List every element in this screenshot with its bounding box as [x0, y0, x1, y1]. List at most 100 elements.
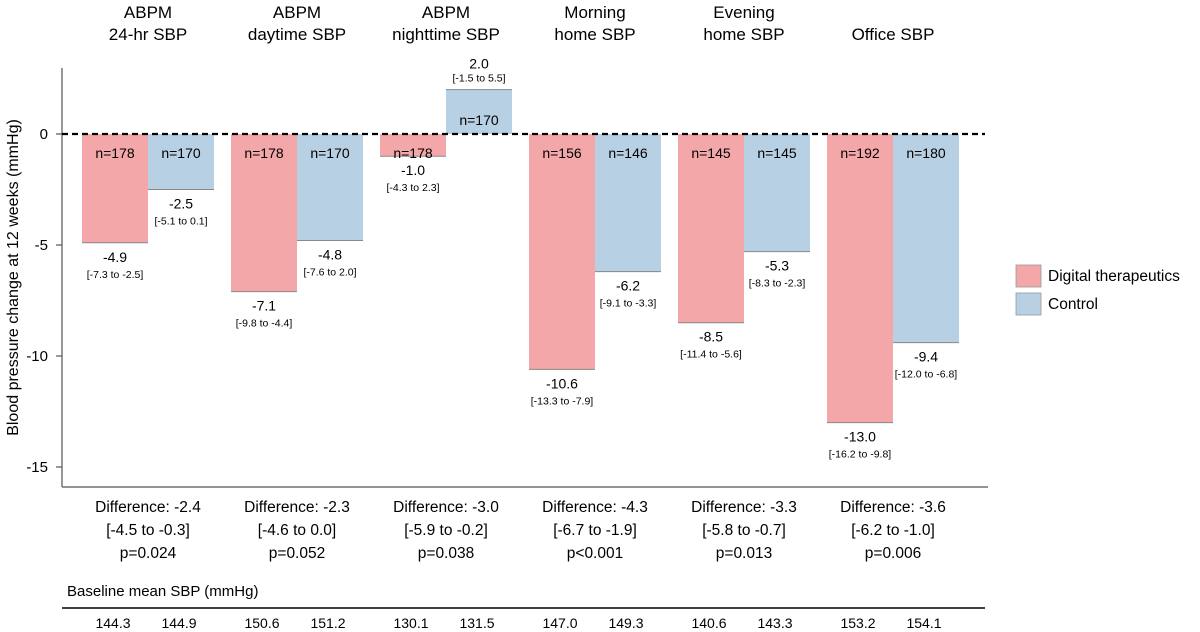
- n-label: n=145: [691, 145, 731, 161]
- difference-text: Difference: -4.3: [542, 499, 648, 516]
- group-title: ABPM: [422, 3, 470, 22]
- value-label: -10.6: [546, 375, 578, 391]
- n-label: n=146: [608, 145, 648, 161]
- difference-text: Difference: -2.4: [95, 499, 201, 516]
- n-label: n=180: [906, 145, 946, 161]
- baseline-value: 144.9: [161, 615, 196, 631]
- n-label: n=145: [757, 145, 797, 161]
- baseline-value: 144.3: [95, 615, 130, 631]
- bar-digital: [678, 134, 744, 323]
- difference-text: [-6.7 to -1.9]: [553, 522, 637, 539]
- y-tick-label: -15: [26, 459, 48, 476]
- value-label: 2.0: [469, 56, 489, 72]
- baseline-value: 154.1: [906, 615, 941, 631]
- difference-text: Difference: -3.0: [393, 499, 499, 516]
- difference-text: [-4.6 to 0.0]: [258, 522, 336, 539]
- baseline-value: 153.2: [840, 615, 875, 631]
- ci-label: [-12.0 to -6.8]: [895, 369, 958, 381]
- difference-text: [-5.8 to -0.7]: [702, 522, 786, 539]
- baseline-value: 130.1: [393, 615, 428, 631]
- ci-label: [-7.6 to 2.0]: [303, 267, 356, 279]
- ci-label: [-8.3 to -2.3]: [749, 278, 806, 290]
- value-label: -8.5: [699, 329, 723, 345]
- group-title: home SBP: [554, 25, 635, 44]
- difference-text: p<0.001: [567, 545, 623, 562]
- difference-text: [-4.5 to -0.3]: [106, 522, 190, 539]
- difference-text: [-6.2 to -1.0]: [851, 522, 935, 539]
- n-label: n=170: [161, 145, 201, 161]
- bar-control: [446, 89, 512, 134]
- difference-text: p=0.024: [120, 545, 177, 562]
- bar-digital: [529, 134, 595, 370]
- bar-digital: [82, 134, 148, 243]
- difference-text: Difference: -3.3: [691, 499, 797, 516]
- baseline-value: 147.0: [542, 615, 577, 631]
- baseline-value: 143.3: [757, 615, 792, 631]
- y-axis-title: Blood pressure change at 12 weeks (mmHg): [5, 119, 22, 436]
- n-label: n=178: [95, 145, 135, 161]
- group-title: 24-hr SBP: [109, 25, 187, 44]
- n-label: n=170: [310, 145, 350, 161]
- bar-digital: [827, 134, 893, 423]
- ci-label: [-7.3 to -2.5]: [87, 269, 144, 281]
- n-label: n=178: [244, 145, 284, 161]
- value-label: -2.5: [169, 196, 193, 212]
- n-label: n=156: [542, 145, 582, 161]
- legend-swatch-control: [1015, 292, 1042, 316]
- bar-control: [148, 134, 214, 190]
- bar-control: [893, 134, 959, 343]
- value-label: -4.8: [318, 247, 342, 263]
- ci-label: [-16.2 to -9.8]: [829, 449, 892, 461]
- difference-text: p=0.052: [269, 545, 325, 562]
- group-title: daytime SBP: [248, 25, 346, 44]
- value-label: -7.1: [252, 298, 276, 314]
- bar-control: [595, 134, 661, 272]
- difference-text: p=0.038: [418, 545, 474, 562]
- baseline-title: Baseline mean SBP (mmHg): [67, 583, 258, 600]
- group-title: Evening: [713, 3, 774, 22]
- y-tick-label: -10: [26, 348, 48, 365]
- bar-control: [744, 134, 810, 252]
- value-label: -9.4: [914, 349, 938, 365]
- value-label: -5.3: [765, 258, 789, 274]
- ci-label: [-4.3 to 2.3]: [386, 182, 439, 194]
- y-tick-label: 0: [40, 126, 48, 143]
- group-title: nighttime SBP: [392, 25, 500, 44]
- bar-digital: [231, 134, 297, 292]
- baseline-value: 131.5: [459, 615, 494, 631]
- group-title: ABPM: [124, 3, 172, 22]
- ci-label: [-11.4 to -5.6]: [680, 349, 742, 361]
- ci-label: [-13.3 to -7.9]: [531, 395, 594, 407]
- difference-text: Difference: -2.3: [244, 499, 350, 516]
- value-label: -1.0: [401, 162, 425, 178]
- difference-text: [-5.9 to -0.2]: [404, 522, 488, 539]
- n-label: n=178: [393, 145, 433, 161]
- bar-control: [297, 134, 363, 241]
- ci-label: [-9.1 to -3.3]: [600, 298, 657, 310]
- ci-label: [-5.1 to 0.1]: [154, 216, 207, 228]
- baseline-value: 150.6: [244, 615, 279, 631]
- difference-text: Difference: -3.6: [840, 499, 946, 516]
- bar-digital: [380, 134, 446, 157]
- baseline-value: 140.6: [691, 615, 726, 631]
- group-title: Morning: [564, 3, 625, 22]
- legend-swatch-digital: [1015, 264, 1042, 288]
- baseline-value: 151.2: [310, 615, 345, 631]
- ci-label: [-1.5 to 5.5]: [452, 73, 505, 85]
- value-label: -6.2: [616, 278, 640, 294]
- group-title: home SBP: [703, 25, 784, 44]
- legend-label: Control: [1048, 296, 1098, 313]
- n-label: n=192: [840, 145, 880, 161]
- n-label: n=170: [459, 112, 499, 128]
- group-title: ABPM: [273, 3, 321, 22]
- baseline-value: 149.3: [608, 615, 643, 631]
- value-label: -13.0: [844, 429, 876, 445]
- ci-label: [-9.8 to -4.4]: [236, 318, 293, 330]
- difference-text: p=0.006: [865, 545, 921, 562]
- group-title: Office SBP: [852, 25, 935, 44]
- difference-text: p=0.013: [716, 545, 772, 562]
- value-label: -4.9: [103, 249, 127, 265]
- legend-label: Digital therapeutics: [1048, 268, 1180, 285]
- y-tick-label: -5: [35, 237, 48, 254]
